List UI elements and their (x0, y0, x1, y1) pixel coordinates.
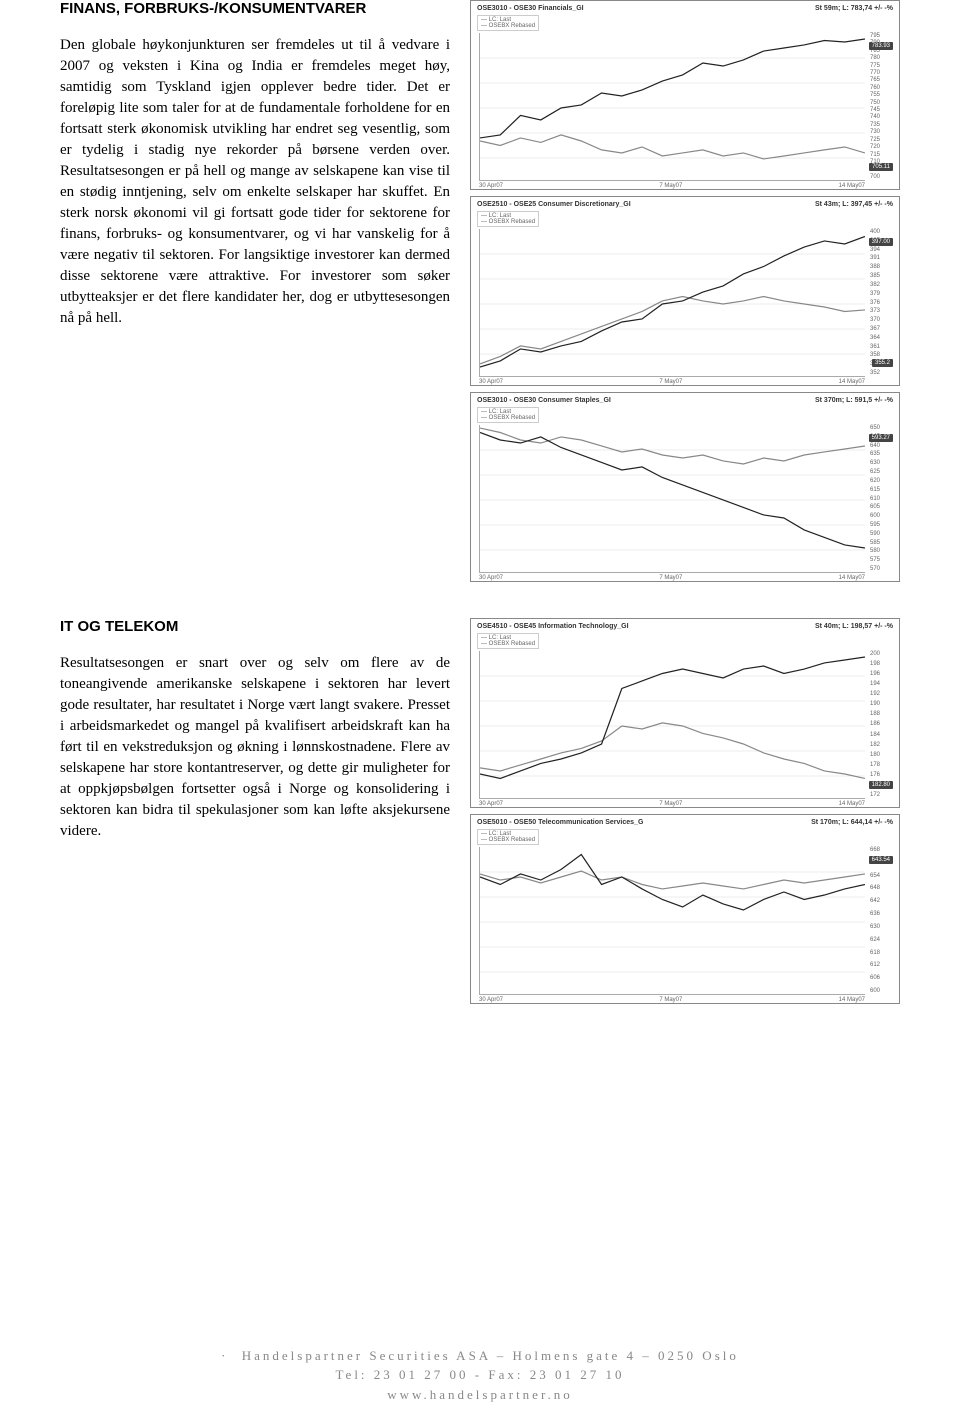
chart-badge-bot: 355.2 (872, 359, 893, 367)
chart-plot: 6506456406356306256206156106056005955905… (479, 425, 865, 573)
chart-legend: — LC: Last— OSEBX Rebased (477, 633, 539, 649)
chart-badge-top: 593.27 (869, 434, 893, 442)
chart-yaxis: 4003973943913883853823793763733703673643… (867, 229, 893, 376)
page-footer: · Handelspartner Securities ASA – Holmen… (0, 1346, 960, 1405)
footer-line-3: www.handelspartner.no (0, 1385, 960, 1405)
text-column-1: FINANS, FORBRUKS-/KONSUMENTVARER Den glo… (60, 0, 450, 588)
chart-title-right: St 40m; L: 198,57 +/- -% (815, 623, 893, 630)
chart-financials: OSE3010 - OSE30 Financials_GI St 59m; L: … (470, 0, 900, 190)
footer-line-1: · Handelspartner Securities ASA – Holmen… (0, 1346, 960, 1366)
chart-plot: 2001981961941921901881861841821801781761… (479, 651, 865, 799)
chart-plot: 7957907857807757707657607557507457407357… (479, 33, 865, 181)
chart-yaxis: 2001981961941921901881861841821801781761… (867, 651, 893, 798)
chart-title-left: OSE3010 - OSE30 Consumer Staples_GI (477, 397, 611, 404)
footer-line-2: Tel: 23 01 27 00 - Fax: 23 01 27 10 (0, 1365, 960, 1385)
section-finans: FINANS, FORBRUKS-/KONSUMENTVARER Den glo… (60, 0, 900, 588)
heading-finans: FINANS, FORBRUKS-/KONSUMENTVARER (60, 0, 450, 17)
chart-column-2: OSE4510 - OSE45 Information Technology_G… (470, 618, 900, 1010)
text-column-2: IT OG TELEKOM Resultatsesongen er snart … (60, 618, 450, 1010)
chart-telecom: OSE5010 - OSE50 Telecommunication Servic… (470, 814, 900, 1004)
chart-column-1: OSE3010 - OSE30 Financials_GI St 59m; L: … (470, 0, 900, 588)
chart-legend: — LC: Last— OSEBX Rebased (477, 211, 539, 227)
chart-badge-bot: 705.11 (869, 163, 893, 171)
chart-plot: 4003973943913883853823793763733703673643… (479, 229, 865, 377)
heading-it: IT OG TELEKOM (60, 618, 450, 635)
chart-consumer-staples: OSE3010 - OSE30 Consumer Staples_GI St 37… (470, 392, 900, 582)
footer-company: Handelspartner Securities ASA – Holmens … (242, 1348, 739, 1363)
chart-badge-bot: 182.80 (869, 781, 893, 789)
chart-legend: — LC: Last— OSEBX Rebased (477, 829, 539, 845)
chart-title-right: St 43m; L: 397,45 +/- -% (815, 201, 893, 208)
chart-consumer-disc: OSE2510 - OSE25 Consumer Discretionary_G… (470, 196, 900, 386)
body-it: Resultatsesongen er snart over og selv o… (60, 653, 450, 842)
chart-legend: — LC: Last— OSEBX Rebased (477, 15, 539, 31)
chart-yaxis: 668660654648642636630624618612606600 (867, 847, 893, 994)
footer-bullet: · (221, 1348, 225, 1363)
chart-badge-top: 783.93 (869, 42, 893, 50)
chart-plot: 668660654648642636630624618612606600643.… (479, 847, 865, 995)
chart-yaxis: 7957907857807757707657607557507457407357… (867, 33, 893, 180)
chart-title-right: St 59m; L: 783,74 +/- -% (815, 5, 893, 12)
chart-badge-top: 397.00 (869, 238, 893, 246)
chart-yaxis: 6506456406356306256206156106056005955905… (867, 425, 893, 572)
chart-title-left: OSE4510 - OSE45 Information Technology_G… (477, 623, 629, 630)
section-it-telekom: IT OG TELEKOM Resultatsesongen er snart … (60, 618, 900, 1010)
body-finans: Den globale høykonjunkturen ser fremdele… (60, 35, 450, 329)
chart-title-right: St 170m; L: 644,14 +/- -% (811, 819, 893, 826)
chart-title-right: St 370m; L: 591,5 +/- -% (815, 397, 893, 404)
chart-legend: — LC: Last— OSEBX Rebased (477, 407, 539, 423)
chart-title-left: OSE2510 - OSE25 Consumer Discretionary_G… (477, 201, 631, 208)
chart-badge-top: 643.54 (869, 856, 893, 864)
chart-it: OSE4510 - OSE45 Information Technology_G… (470, 618, 900, 808)
chart-title-left: OSE5010 - OSE50 Telecommunication Servic… (477, 819, 643, 826)
chart-title-left: OSE3010 - OSE30 Financials_GI (477, 5, 584, 12)
